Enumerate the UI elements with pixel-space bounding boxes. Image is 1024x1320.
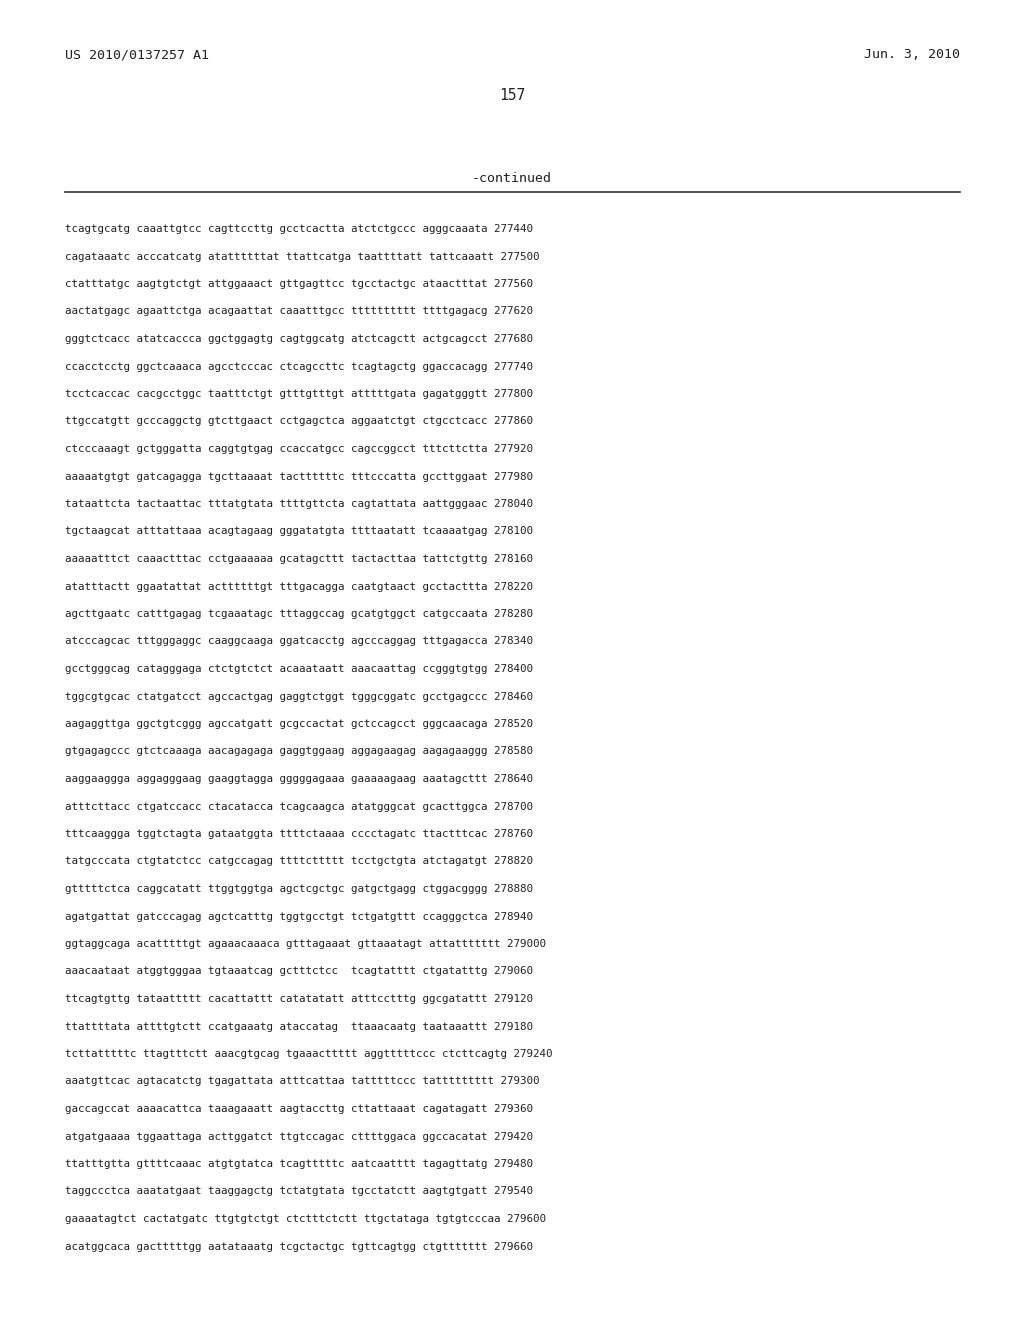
Text: tttcaaggga tggtctagta gataatggta ttttctaaaa cccctagatc ttactttcac 278760: tttcaaggga tggtctagta gataatggta ttttcta…: [65, 829, 534, 840]
Text: aagaggttga ggctgtcggg agccatgatt gcgccactat gctccagcct gggcaacaga 278520: aagaggttga ggctgtcggg agccatgatt gcgccac…: [65, 719, 534, 729]
Text: tggcgtgcac ctatgatcct agccactgag gaggtctggt tgggcggatc gcctgagccc 278460: tggcgtgcac ctatgatcct agccactgag gaggtct…: [65, 692, 534, 701]
Text: agatgattat gatcccagag agctcatttg tggtgcctgt tctgatgttt ccagggctca 278940: agatgattat gatcccagag agctcatttg tggtgcc…: [65, 912, 534, 921]
Text: atatttactt ggaatattat acttttttgt tttgacagga caatgtaact gcctacttta 278220: atatttactt ggaatattat acttttttgt tttgaca…: [65, 582, 534, 591]
Text: ctcccaaagt gctgggatta caggtgtgag ccaccatgcc cagccggcct tttcttctta 277920: ctcccaaagt gctgggatta caggtgtgag ccaccat…: [65, 444, 534, 454]
Text: aaaaatgtgt gatcagagga tgcttaaaat tacttttttc tttcccatta gccttggaat 277980: aaaaatgtgt gatcagagga tgcttaaaat tactttt…: [65, 471, 534, 482]
Text: gcctgggcag catagggaga ctctgtctct acaaataatt aaacaattag ccgggtgtgg 278400: gcctgggcag catagggaga ctctgtctct acaaata…: [65, 664, 534, 675]
Text: tatgcccata ctgtatctcc catgccagag ttttcttttt tcctgctgta atctagatgt 278820: tatgcccata ctgtatctcc catgccagag ttttctt…: [65, 857, 534, 866]
Text: 157: 157: [499, 87, 525, 103]
Text: gtttttctca caggcatatt ttggtggtga agctcgctgc gatgctgagg ctggacgggg 278880: gtttttctca caggcatatt ttggtggtga agctcgc…: [65, 884, 534, 894]
Text: ttattttata attttgtctt ccatgaaatg ataccatag  ttaaacaatg taataaattt 279180: ttattttata attttgtctt ccatgaaatg ataccat…: [65, 1022, 534, 1031]
Text: cagataaatc acccatcatg atattttttat ttattcatga taattttatt tattcaaatt 277500: cagataaatc acccatcatg atattttttat ttattc…: [65, 252, 540, 261]
Text: ctatttatgc aagtgtctgt attggaaact gttgagttcc tgcctactgc ataactttat 277560: ctatttatgc aagtgtctgt attggaaact gttgagt…: [65, 279, 534, 289]
Text: ttatttgtta gttttcaaac atgtgtatca tcagtttttc aatcaatttt tagagttatg 279480: ttatttgtta gttttcaaac atgtgtatca tcagttt…: [65, 1159, 534, 1170]
Text: aaacaataat atggtgggaa tgtaaatcag gctttctcc  tcagtatttt ctgatatttg 279060: aaacaataat atggtgggaa tgtaaatcag gctttct…: [65, 966, 534, 977]
Text: ccacctcctg ggctcaaaca agcctcccac ctcagccttc tcagtagctg ggaccacagg 277740: ccacctcctg ggctcaaaca agcctcccac ctcagcc…: [65, 362, 534, 371]
Text: tataattcta tactaattac tttatgtata ttttgttcta cagtattata aattgggaac 278040: tataattcta tactaattac tttatgtata ttttgtt…: [65, 499, 534, 510]
Text: agcttgaatc catttgagag tcgaaatagc tttaggccag gcatgtggct catgccaata 278280: agcttgaatc catttgagag tcgaaatagc tttaggc…: [65, 609, 534, 619]
Text: acatggcaca gactttttgg aatataaatg tcgctactgc tgttcagtgg ctgttttttt 279660: acatggcaca gactttttgg aatataaatg tcgctac…: [65, 1242, 534, 1251]
Text: aaaaatttct caaactttac cctgaaaaaa gcatagcttt tactacttaa tattctgttg 278160: aaaaatttct caaactttac cctgaaaaaa gcatagc…: [65, 554, 534, 564]
Text: tcttatttttc ttagtttctt aaacgtgcag tgaaacttttt aggtttttccc ctcttcagtg 279240: tcttatttttc ttagtttctt aaacgtgcag tgaaac…: [65, 1049, 553, 1059]
Text: gtgagagccc gtctcaaaga aacagagaga gaggtggaag aggagaagag aagagaaggg 278580: gtgagagccc gtctcaaaga aacagagaga gaggtgg…: [65, 747, 534, 756]
Text: atttcttacc ctgatccacc ctacatacca tcagcaagca atatgggcat gcacttggca 278700: atttcttacc ctgatccacc ctacatacca tcagcaa…: [65, 801, 534, 812]
Text: aactatgagc agaattctga acagaattat caaatttgcc tttttttttt ttttgagacg 277620: aactatgagc agaattctga acagaattat caaattt…: [65, 306, 534, 317]
Text: gaccagccat aaaacattca taaagaaatt aagtaccttg cttattaaat cagatagatt 279360: gaccagccat aaaacattca taaagaaatt aagtacc…: [65, 1104, 534, 1114]
Text: gggtctcacc atatcaccca ggctggagtg cagtggcatg atctcagctt actgcagcct 277680: gggtctcacc atatcaccca ggctggagtg cagtggc…: [65, 334, 534, 345]
Text: gaaaatagtct cactatgatc ttgtgtctgt ctctttctctt ttgctataga tgtgtcccaa 279600: gaaaatagtct cactatgatc ttgtgtctgt ctcttt…: [65, 1214, 546, 1224]
Text: ggtaggcaga acatttttgt agaaacaaaca gtttagaaat gttaaatagt attattttttt 279000: ggtaggcaga acatttttgt agaaacaaaca gtttag…: [65, 939, 546, 949]
Text: US 2010/0137257 A1: US 2010/0137257 A1: [65, 49, 209, 62]
Text: tcagtgcatg caaattgtcc cagttccttg gcctcactta atctctgccc agggcaaata 277440: tcagtgcatg caaattgtcc cagttccttg gcctcac…: [65, 224, 534, 234]
Text: ttgccatgtt gcccaggctg gtcttgaact cctgagctca aggaatctgt ctgcctcacc 277860: ttgccatgtt gcccaggctg gtcttgaact cctgagc…: [65, 417, 534, 426]
Text: Jun. 3, 2010: Jun. 3, 2010: [864, 49, 961, 62]
Text: tcctcaccac cacgcctggc taatttctgt gtttgtttgt atttttgata gagatgggtt 277800: tcctcaccac cacgcctggc taatttctgt gtttgtt…: [65, 389, 534, 399]
Text: atgatgaaaa tggaattaga acttggatct ttgtccagac cttttggaca ggccacatat 279420: atgatgaaaa tggaattaga acttggatct ttgtcca…: [65, 1131, 534, 1142]
Text: taggccctca aaatatgaat taaggagctg tctatgtata tgcctatctt aagtgtgatt 279540: taggccctca aaatatgaat taaggagctg tctatgt…: [65, 1187, 534, 1196]
Text: ttcagtgttg tataattttt cacattattt catatatatt atttcctttg ggcgatattt 279120: ttcagtgttg tataattttt cacattattt catatat…: [65, 994, 534, 1005]
Text: aaatgttcac agtacatctg tgagattata atttcattaa tatttttccc tattttttttt 279300: aaatgttcac agtacatctg tgagattata atttcat…: [65, 1077, 540, 1086]
Text: tgctaagcat atttattaaa acagtagaag gggatatgta ttttaatatt tcaaaatgag 278100: tgctaagcat atttattaaa acagtagaag gggatat…: [65, 527, 534, 536]
Text: -continued: -continued: [472, 172, 552, 185]
Text: aaggaaggga aggagggaag gaaggtagga gggggagaaa gaaaaagaag aaatagcttt 278640: aaggaaggga aggagggaag gaaggtagga gggggag…: [65, 774, 534, 784]
Text: atcccagcac tttgggaggc caaggcaaga ggatcacctg agcccaggag tttgagacca 278340: atcccagcac tttgggaggc caaggcaaga ggatcac…: [65, 636, 534, 647]
